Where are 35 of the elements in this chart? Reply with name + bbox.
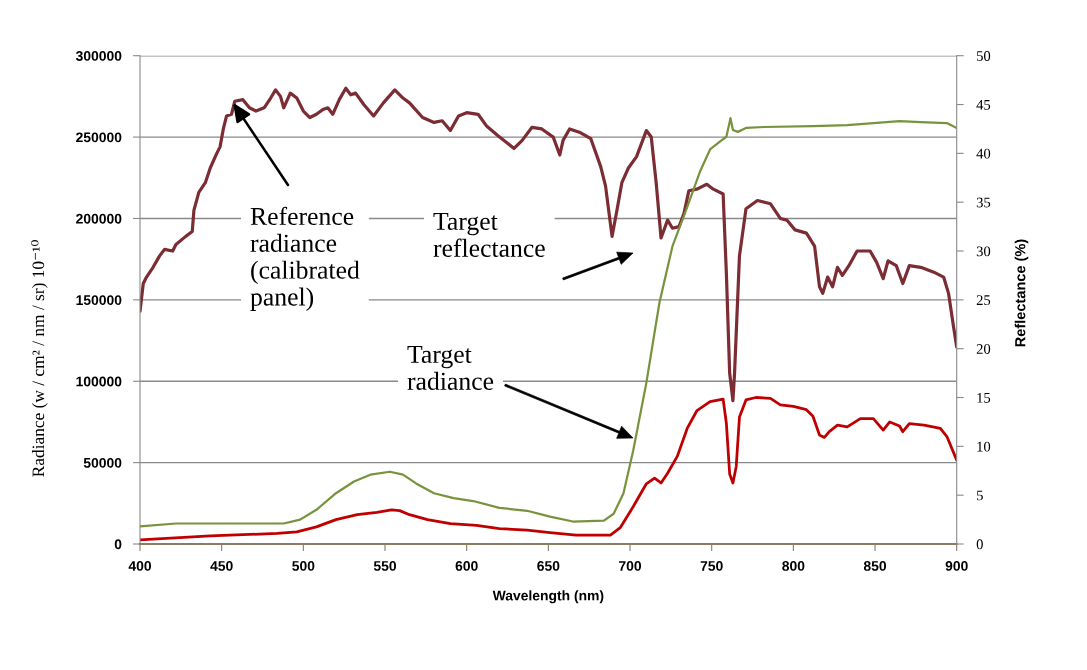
x-tick-label: 600 <box>455 561 478 571</box>
y-tick-label: 250000 <box>76 132 122 143</box>
x-tick-label: 500 <box>292 561 315 571</box>
y-tick-label: 100000 <box>76 376 122 387</box>
x-axis-title: Wavelength (nm) <box>492 590 604 604</box>
x-tick-label: 700 <box>619 561 642 571</box>
x-tick-label: 850 <box>863 561 887 571</box>
y2-tick-label: 40 <box>976 148 991 159</box>
x-tick-label: 450 <box>210 561 233 571</box>
annotation: Target reflectance <box>433 212 545 257</box>
x-tick-label: 650 <box>537 561 560 571</box>
y2-tick-label: 10 <box>977 441 991 452</box>
y2-axis-title: Reflectance (%) <box>1014 239 1029 347</box>
y-tick-label: 300000 <box>75 51 122 61</box>
y2-tick-label: 35 <box>976 197 991 208</box>
y-axis-title: Radiance (w / cm² / nm / sr) 10⁻¹⁰ <box>31 240 48 477</box>
x-tick-label: 750 <box>700 561 723 571</box>
y2-tick-label: 0 <box>976 539 983 550</box>
x-tick-label: 550 <box>373 561 397 571</box>
y-tick-label: 50000 <box>83 457 122 468</box>
x-tick-label: 800 <box>782 561 805 571</box>
x-tick-label: 900 <box>945 561 968 571</box>
y2-tick-label: 25 <box>976 295 991 306</box>
y2-tick-label: 15 <box>977 392 991 403</box>
annotation: Reference radiance (calibrated panel) <box>250 206 360 311</box>
y-tick-label: 0 <box>114 539 122 550</box>
y2-tick-label: 45 <box>976 99 991 110</box>
y2-tick-label: 20 <box>976 344 991 354</box>
y-tick-label: 150000 <box>76 295 122 306</box>
x-tick-label: 400 <box>128 561 152 571</box>
y2-tick-label: 5 <box>976 490 983 501</box>
y2-tick-label: 30 <box>976 246 991 257</box>
annotation: Target radiance <box>407 345 494 390</box>
y-tick-label: 200000 <box>76 213 122 224</box>
y2-tick-label: 50 <box>976 51 991 61</box>
